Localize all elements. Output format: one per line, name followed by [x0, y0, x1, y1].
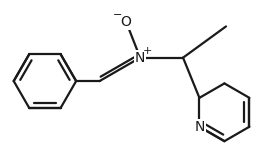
Text: +: +: [143, 46, 153, 56]
Text: N: N: [194, 120, 205, 134]
Text: N: N: [135, 51, 145, 65]
Text: −: −: [113, 10, 122, 20]
Text: O: O: [121, 15, 132, 29]
